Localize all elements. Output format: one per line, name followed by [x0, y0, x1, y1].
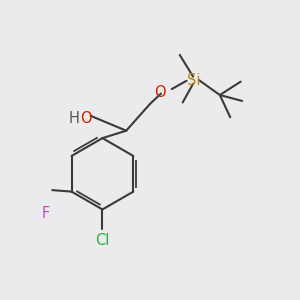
Text: Cl: Cl	[95, 233, 109, 248]
Text: F: F	[41, 206, 50, 220]
Text: O: O	[80, 111, 92, 126]
Text: H: H	[69, 111, 80, 126]
Text: O: O	[154, 85, 166, 100]
Text: Si: Si	[187, 73, 201, 88]
